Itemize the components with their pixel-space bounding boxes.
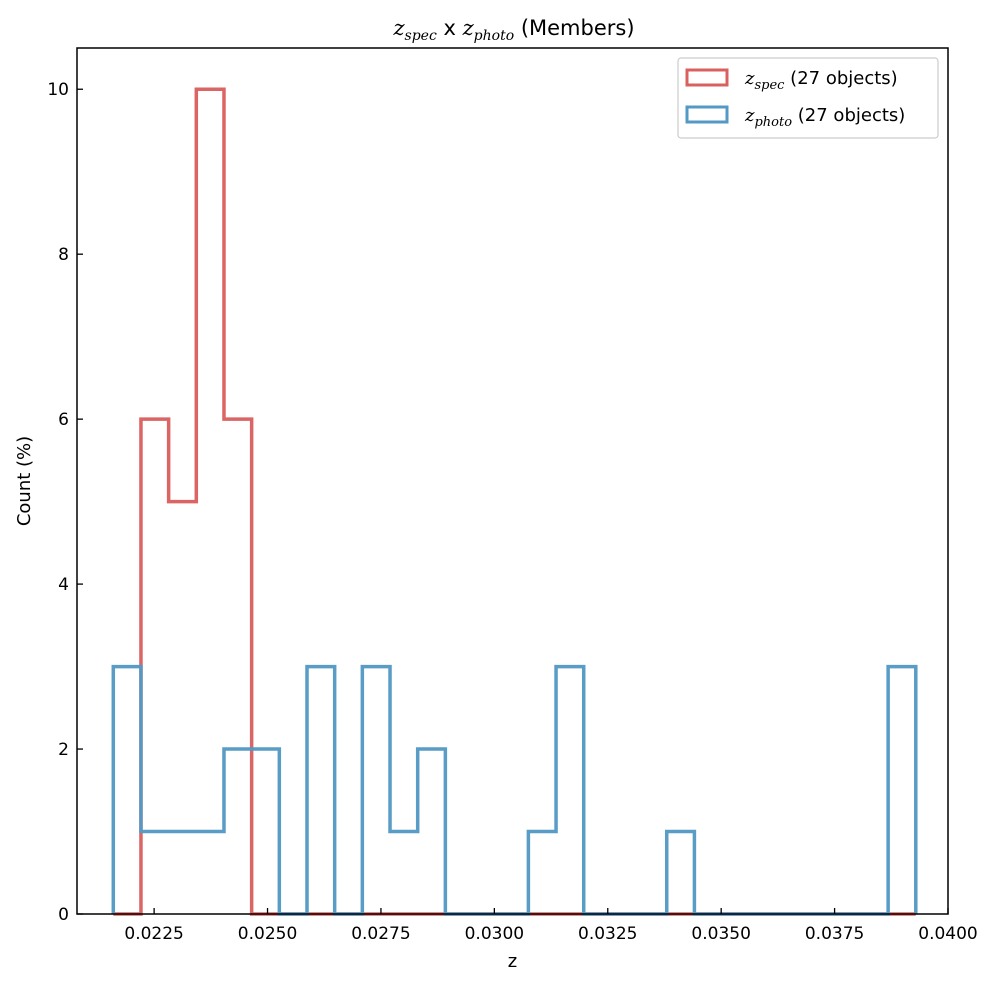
- y-tick-label: 4: [58, 575, 69, 595]
- svg-text:zspec x zphoto (Members): zspec x zphoto (Members): [392, 16, 634, 44]
- x-tick-label: 0.0400: [918, 924, 977, 944]
- x-tick-label: 0.0375: [805, 924, 864, 944]
- plot-series: [111, 87, 918, 916]
- legend-photo-var: z: [744, 105, 755, 126]
- x-axis-label: z: [508, 951, 517, 972]
- legend-spec-var: z: [744, 68, 755, 89]
- series-z-photo-outline: [111, 664, 918, 916]
- y-tick-label: 8: [58, 245, 69, 265]
- series-z-spec-outline: [113, 87, 916, 916]
- svg-text:zspec (27 objects): zspec (27 objects): [744, 68, 898, 93]
- y-tick-label: 2: [58, 740, 69, 760]
- x-tick-label: 0.0225: [124, 924, 183, 944]
- legend-spec-rest: (27 objects): [784, 68, 897, 89]
- x-tick-label: 0.0250: [238, 924, 297, 944]
- title-photo-sub: photo: [474, 28, 514, 44]
- title-spec-sub: spec: [405, 28, 437, 44]
- x-tick-label: 0.0275: [351, 924, 410, 944]
- legend-entry-photo: zphoto (27 objects): [685, 105, 905, 130]
- legend-spec-sub: spec: [754, 78, 785, 93]
- legend-photo-sub: photo: [754, 115, 792, 130]
- title-photo-var: z: [462, 16, 475, 40]
- title-suffix: (Members): [514, 16, 634, 40]
- x-tick-label: 0.0300: [465, 924, 524, 944]
- svg-text:zphoto (27 objects): zphoto (27 objects): [744, 105, 905, 130]
- x-tick-label: 0.0350: [691, 924, 750, 944]
- legend-frame: [677, 57, 939, 139]
- title-spec-var: z: [392, 16, 405, 40]
- x-tick-label: 0.0325: [578, 924, 637, 944]
- plot-frame: [76, 47, 949, 915]
- legend: zspec (27 objects) zphoto (27 objects): [677, 57, 939, 139]
- legend-swatch-spec: [685, 68, 729, 87]
- y-axis-label: Count (%): [14, 436, 35, 526]
- legend-swatch-photo: [685, 105, 729, 124]
- x-axis-ticks: 0.0225 0.0250 0.0275 0.0300 0.0325 0.0350 0.03…: [124, 908, 978, 944]
- legend-photo-rest: (27 objects): [792, 105, 905, 126]
- chart-title: zspec x zphoto (Members): [392, 16, 634, 44]
- y-axis-ticks: 0 2 4 6 8 10: [47, 80, 83, 925]
- title-mid: x: [437, 16, 463, 40]
- y-tick-label: 10: [47, 80, 69, 100]
- y-tick-label: 6: [58, 410, 69, 430]
- y-tick-label: 0: [58, 905, 69, 925]
- legend-entry-spec: zspec (27 objects): [685, 68, 898, 93]
